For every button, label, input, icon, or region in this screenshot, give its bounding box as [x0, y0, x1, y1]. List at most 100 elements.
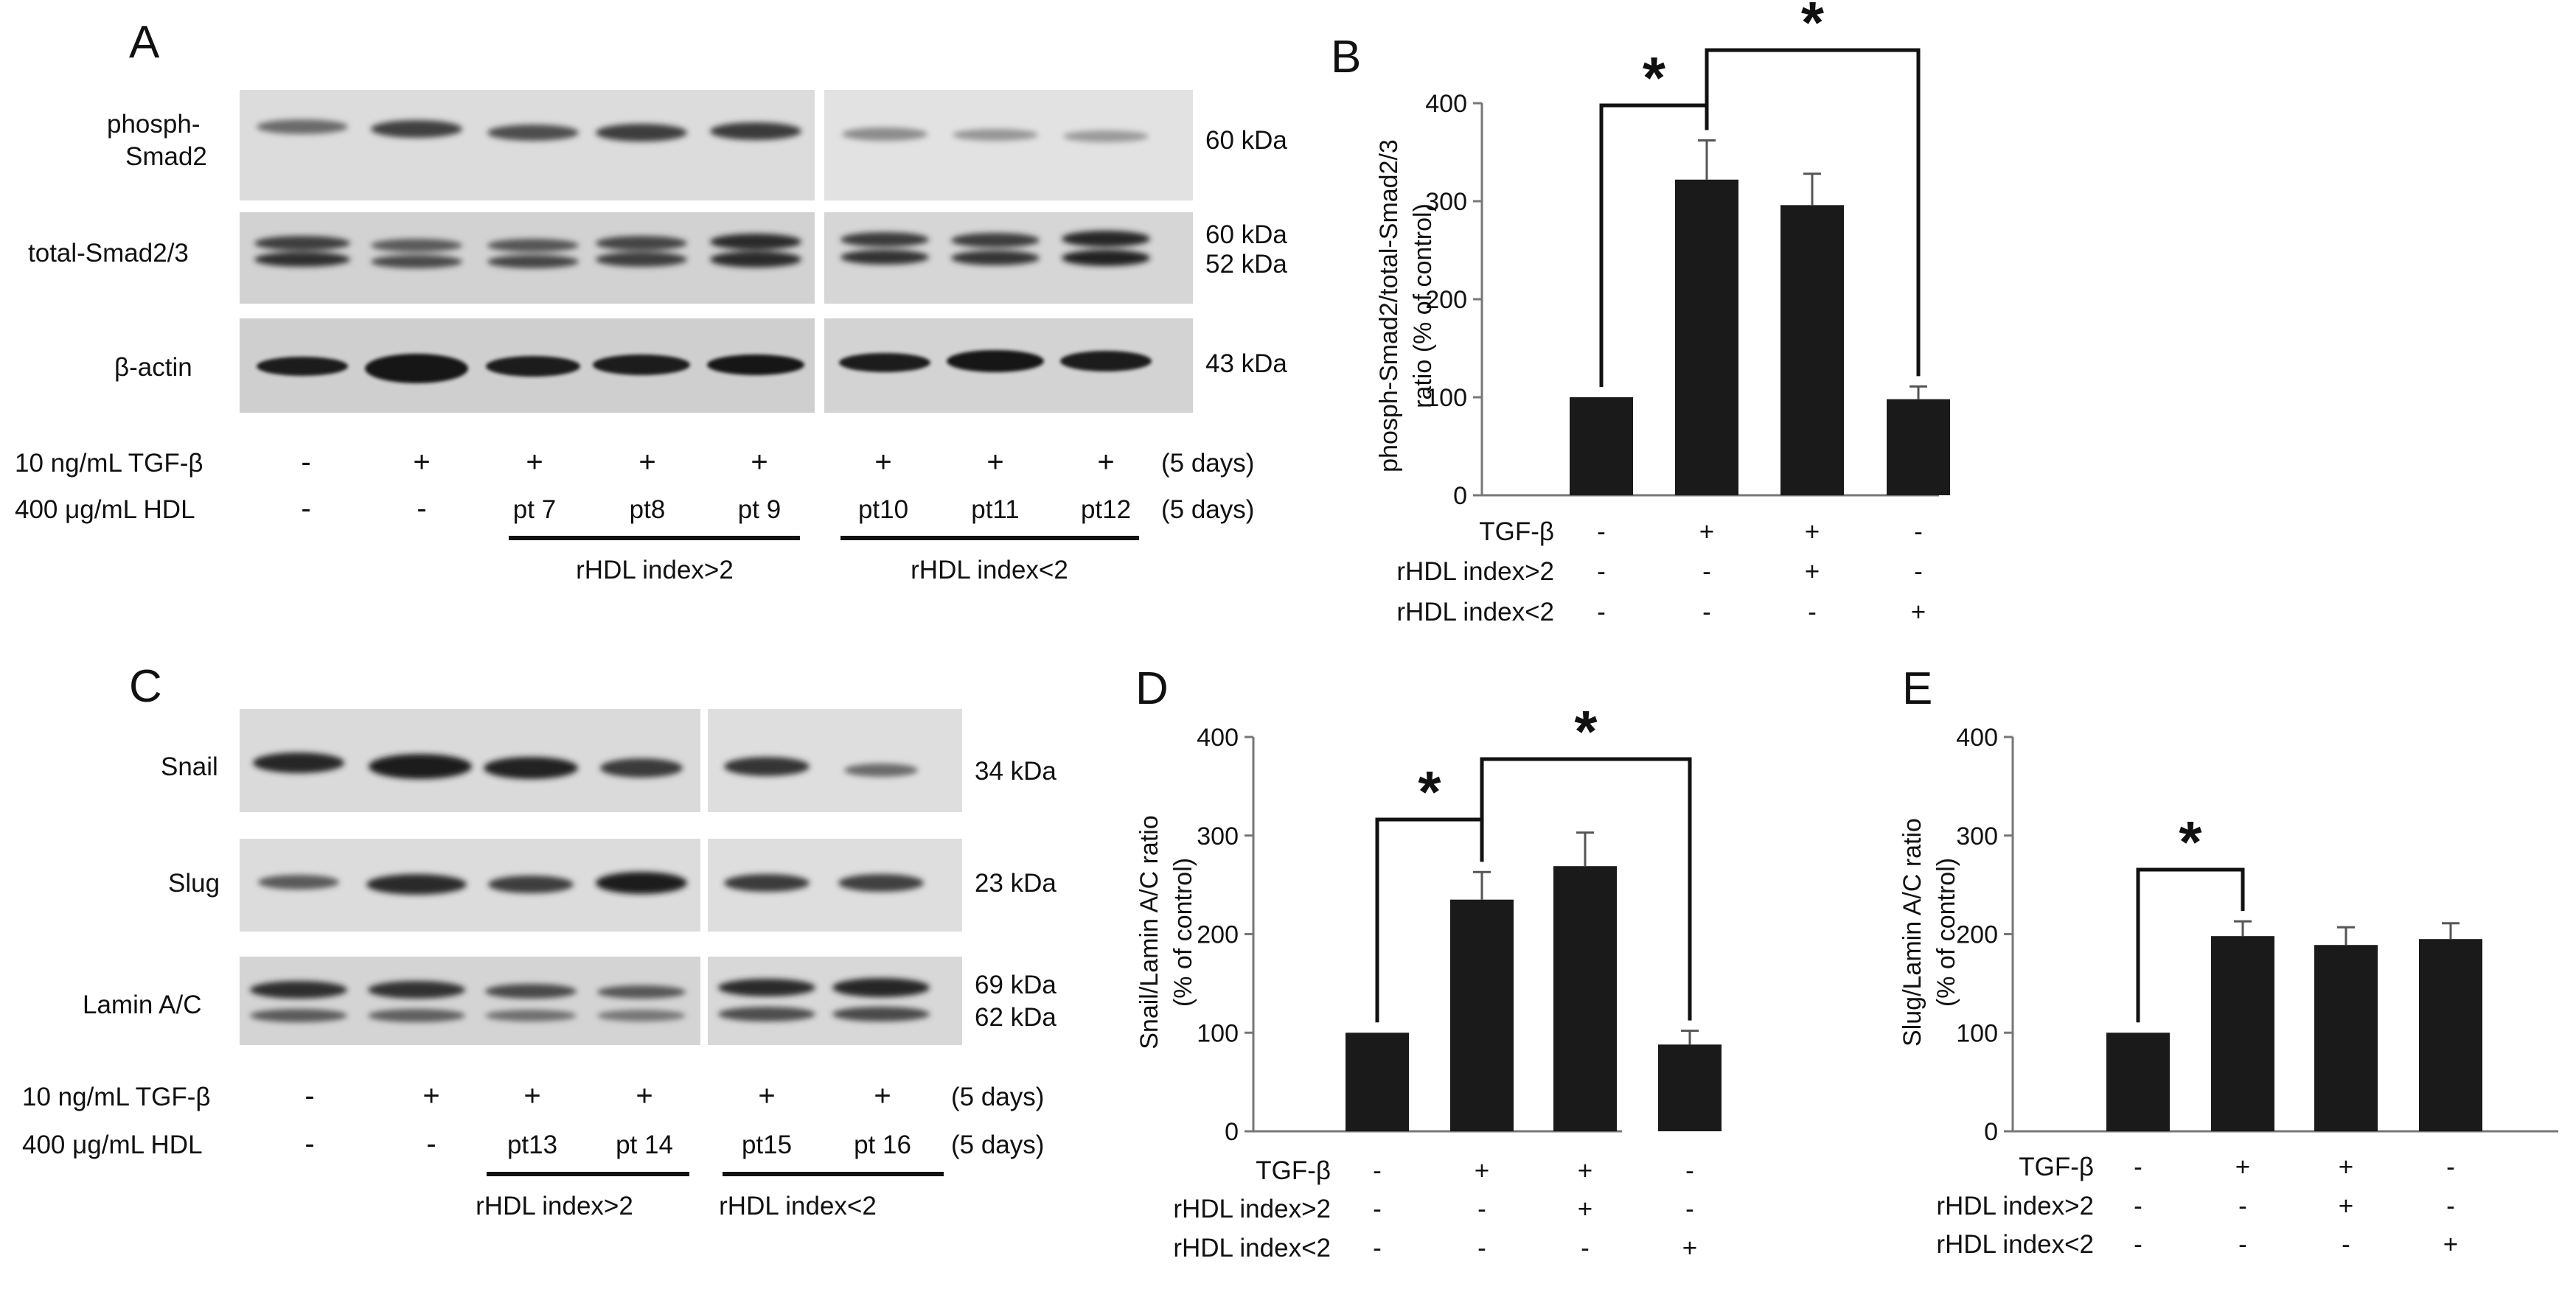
- band: [953, 129, 1038, 141]
- condition-value: -: [1702, 557, 1711, 586]
- treatment-value: -: [301, 492, 310, 525]
- bands-beta-actin: [257, 350, 1152, 383]
- band: [366, 874, 467, 895]
- band: [597, 1010, 686, 1021]
- y-axis-label-line: Slug/Lamin A/C ratio: [1898, 818, 1926, 1047]
- group-label-a-1: rHDL index>2: [576, 556, 734, 584]
- panel-letter-b: B: [1331, 32, 1361, 83]
- band: [254, 252, 350, 267]
- significance-star: *: [2179, 809, 2202, 875]
- treatment-value: pt15: [742, 1131, 792, 1159]
- condition-value: -: [1914, 517, 1923, 546]
- condition-value: +: [2443, 1230, 2458, 1259]
- condition-value: +: [1578, 1195, 1592, 1223]
- condition-value: -: [2134, 1192, 2142, 1220]
- band: [254, 236, 350, 251]
- treat-row2-values: - - pt 7 pt8 pt 9 pt10 pt11 pt12: [301, 492, 1131, 525]
- condition-value: -: [1597, 598, 1606, 626]
- y-axis-label-line: Snail/Lamin A/C ratio: [1135, 815, 1163, 1049]
- panel-letter-e: E: [1902, 663, 1932, 714]
- condition-value: -: [2238, 1192, 2247, 1220]
- band: [487, 125, 579, 141]
- band: [257, 357, 348, 376]
- bar: [1658, 1044, 1722, 1131]
- condition-value: +: [1475, 1156, 1489, 1185]
- y-tick-label: 300: [1956, 822, 1998, 850]
- panel-c: C: [22, 661, 1056, 1220]
- size-total-smad-upper: 60 kDa: [1205, 220, 1287, 249]
- bar: [1887, 399, 1950, 495]
- treatment-value: -: [301, 446, 310, 478]
- y-axis-label-line: (% of control): [1932, 858, 1960, 1007]
- y-tick-label: 200: [1425, 286, 1467, 314]
- significance-star: *: [1418, 759, 1441, 825]
- condition-label: rHDL index<2: [1936, 1230, 2094, 1259]
- band: [710, 122, 801, 140]
- band: [724, 874, 810, 892]
- condition-value: -: [1581, 1234, 1590, 1262]
- bar: [2314, 945, 2378, 1131]
- band: [485, 1010, 577, 1021]
- y-tick-label: 0: [1984, 1118, 1998, 1146]
- treatment-value: +: [523, 1080, 540, 1112]
- treatment-value: +: [758, 1080, 775, 1112]
- condition-value: +: [1578, 1156, 1592, 1185]
- treatment-value: pt 9: [738, 495, 781, 524]
- bar: [2211, 936, 2274, 1131]
- band: [250, 1009, 347, 1022]
- band: [596, 872, 687, 894]
- band: [1062, 231, 1150, 247]
- treatment-value: pt10: [858, 495, 908, 524]
- row-label-line: phosph-: [107, 110, 200, 139]
- condition-label: rHDL index>2: [1936, 1192, 2094, 1220]
- row-label-total-smad: total-Smad2/3: [28, 239, 189, 268]
- treat-row1-label: 10 ng/mL TGF-β: [15, 449, 203, 478]
- treat-c-row2-days: (5 days): [951, 1131, 1044, 1159]
- band: [596, 124, 687, 142]
- band: [840, 250, 929, 265]
- band: [597, 985, 686, 999]
- treat-c-row1-days: (5 days): [951, 1083, 1044, 1111]
- condition-value: -: [2446, 1192, 2455, 1220]
- band: [596, 236, 687, 251]
- band: [485, 984, 577, 999]
- band: [596, 252, 687, 267]
- panel-letter-c: C: [129, 661, 162, 712]
- band: [839, 353, 930, 372]
- condition-value: -: [1808, 598, 1817, 626]
- panel-a: A: [15, 17, 1287, 584]
- bar: [1450, 899, 1514, 1131]
- significance-bracket: [1705, 48, 1921, 377]
- band: [947, 350, 1044, 372]
- size-total-smad-lower: 52 kDa: [1205, 250, 1287, 279]
- treatment-value: +: [874, 446, 891, 478]
- panel-letter-a: A: [129, 17, 160, 68]
- band: [844, 764, 918, 777]
- band: [951, 251, 1040, 265]
- group-label-c-2: rHDL index<2: [719, 1192, 877, 1220]
- condition-value: +: [1682, 1234, 1697, 1262]
- condition-value: -: [1373, 1195, 1382, 1223]
- treat-c-row1-values: - + + + + +: [304, 1080, 891, 1112]
- y-tick-label: 100: [1425, 384, 1467, 412]
- bands-lamin: [250, 978, 930, 1022]
- y-tick-label: 300: [1197, 822, 1239, 850]
- y-tick-label: 0: [1453, 482, 1467, 510]
- treatment-value: pt8: [630, 495, 666, 524]
- treatment-value: +: [986, 446, 1003, 478]
- y-axis-label: Snail/Lamin A/C ratio (% of control): [1135, 815, 1197, 1049]
- condition-value: -: [1373, 1156, 1382, 1185]
- bar: [1570, 397, 1633, 495]
- treatment-value: -: [304, 1080, 314, 1112]
- y-tick-label: 200: [1956, 921, 1998, 949]
- y-tick-label: 100: [1197, 1019, 1239, 1047]
- treatment-value: +: [636, 1080, 652, 1112]
- band: [488, 876, 574, 893]
- condition-label: rHDL index>2: [1396, 557, 1554, 586]
- band: [486, 356, 580, 377]
- band: [484, 757, 578, 779]
- significance-star: *: [1643, 45, 1666, 111]
- condition-value: -: [1685, 1195, 1694, 1223]
- condition-value: -: [1477, 1234, 1486, 1262]
- y-axis-label: Slug/Lamin A/C ratio (% of control): [1898, 818, 1960, 1047]
